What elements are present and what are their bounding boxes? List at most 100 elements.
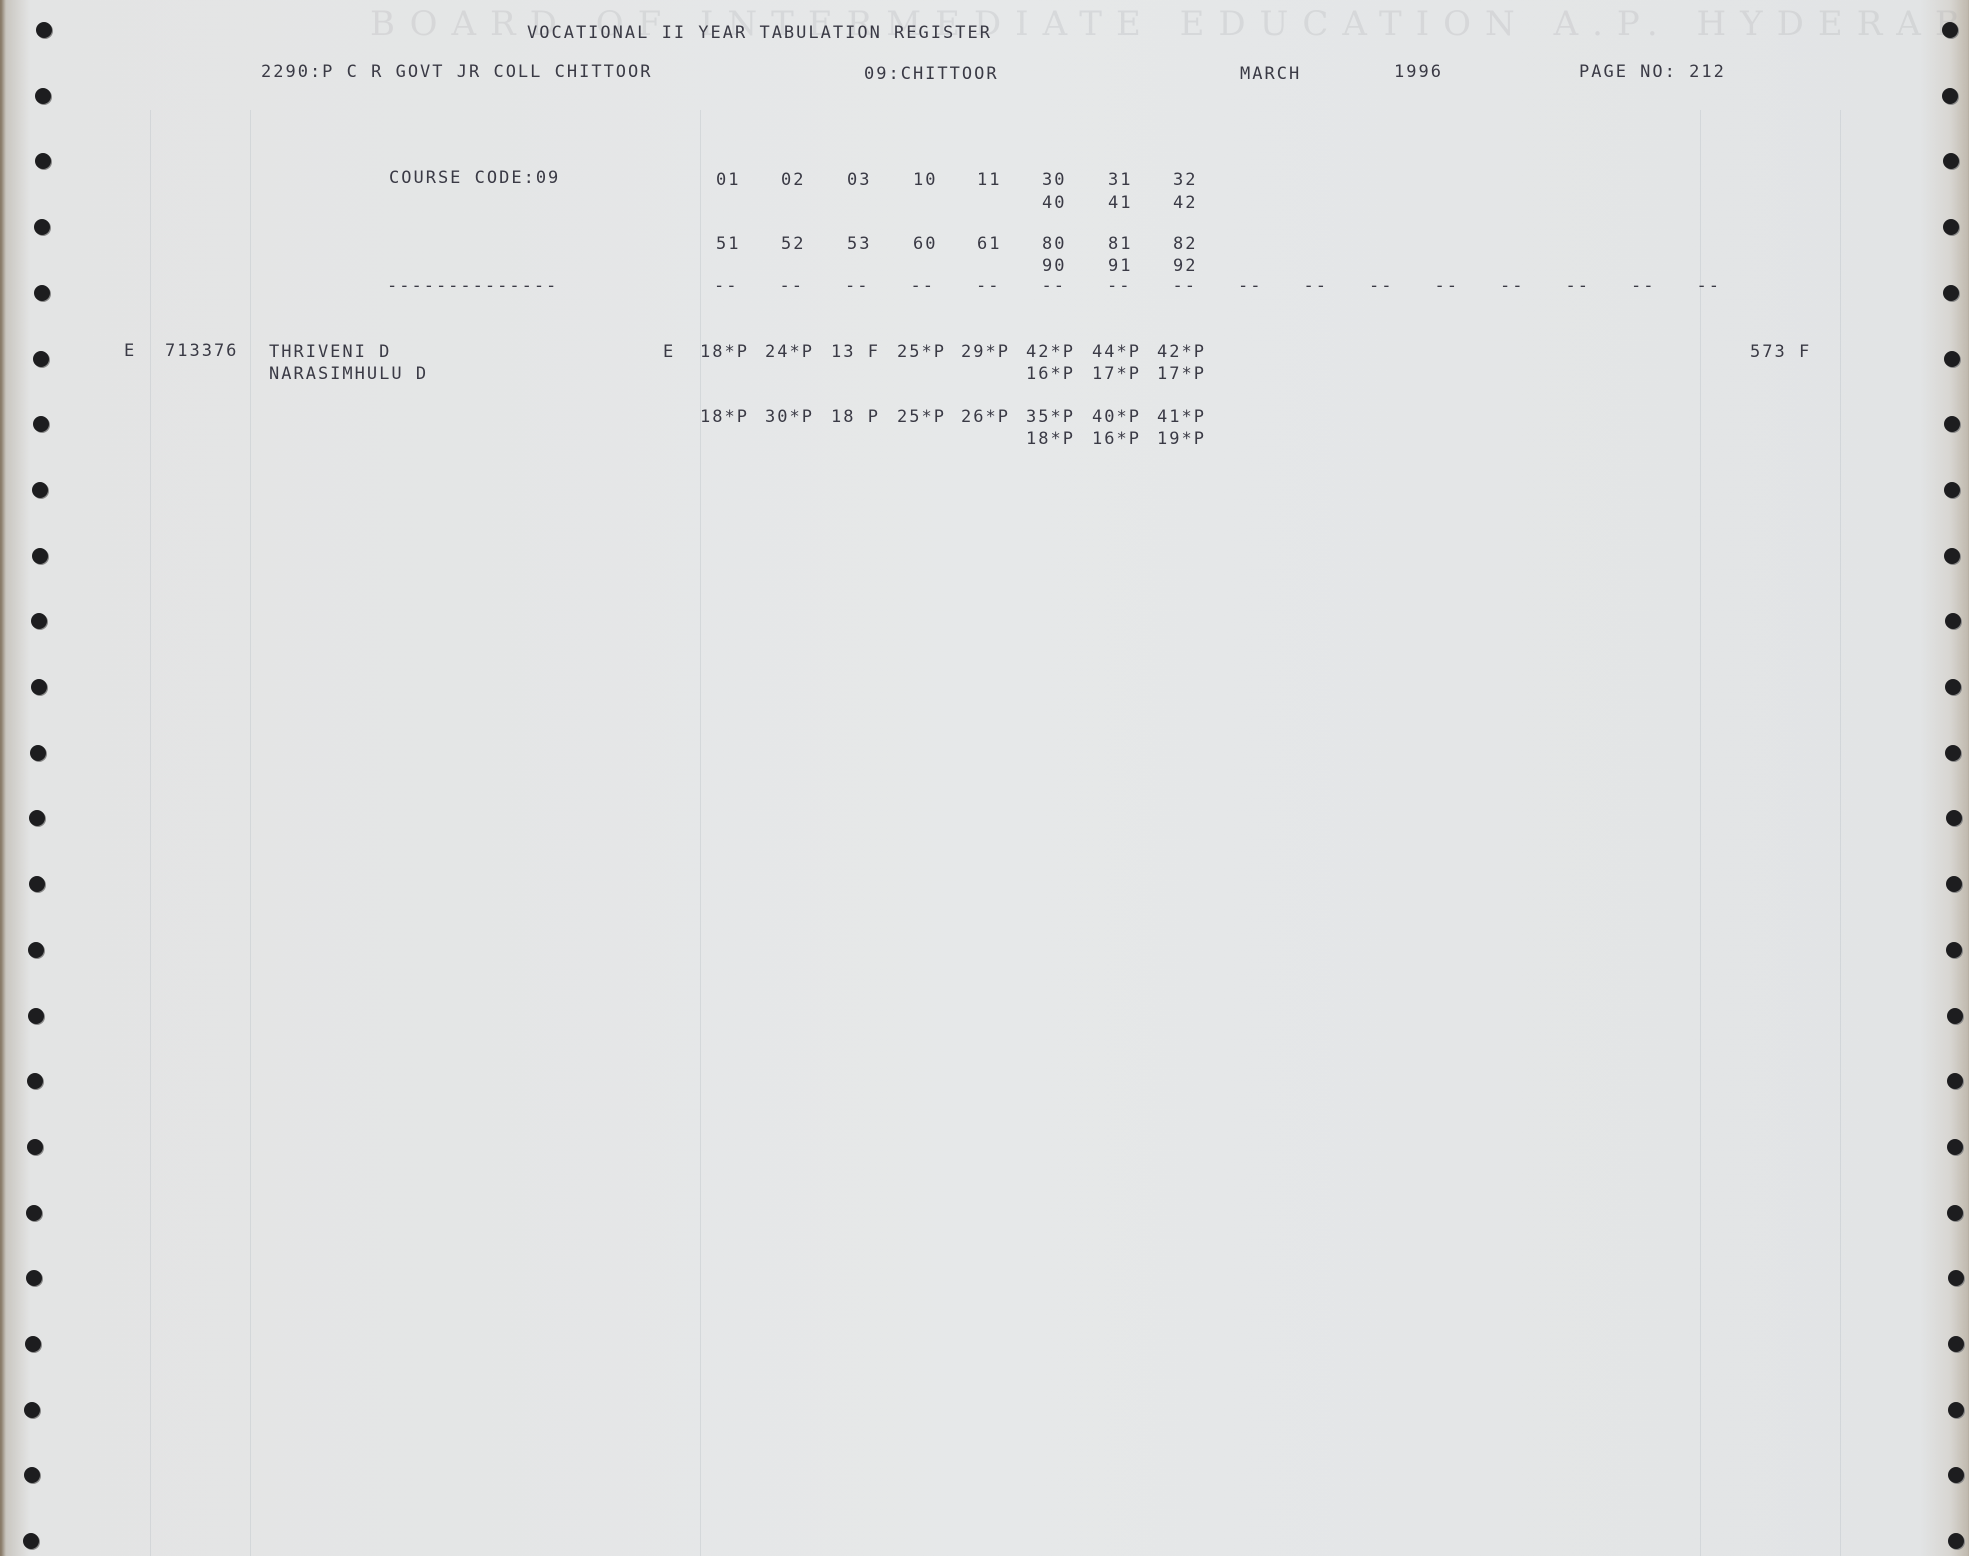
mark-cell: 17*P	[1157, 364, 1206, 384]
mark-cell: 18*P	[1026, 429, 1075, 449]
feed-hole	[1947, 1138, 1964, 1155]
feed-hole	[1948, 1401, 1964, 1418]
feed-hole	[26, 1138, 43, 1155]
feed-hole	[33, 284, 50, 301]
mark-cell: 41*P	[1157, 407, 1206, 427]
feed-hole	[27, 1073, 44, 1090]
subject-code: 81	[1108, 234, 1133, 254]
mark-cell: 25*P	[897, 342, 946, 362]
feed-hole	[1946, 941, 1963, 958]
exam-month: MARCH	[1240, 64, 1302, 84]
mark-cell: 18 P	[831, 407, 880, 427]
feed-hole	[1942, 219, 1959, 236]
feed-hole	[28, 941, 45, 958]
feed-hole	[1943, 416, 1960, 433]
subject-code: 92	[1173, 256, 1198, 276]
column-dash: --	[910, 276, 935, 296]
mark-cell: 18*P	[700, 342, 749, 362]
roll-number: 713376	[165, 341, 239, 361]
subject-code: 11	[977, 170, 1002, 190]
subject-code: 40	[1042, 193, 1067, 213]
feed-hole	[1943, 350, 1960, 367]
course-underline: --------------	[387, 276, 559, 296]
feed-hole	[33, 350, 50, 367]
mark-cell: 18*P	[700, 407, 749, 427]
feed-hole	[26, 1204, 43, 1221]
mark-cell: 26*P	[961, 407, 1010, 427]
feed-hole	[31, 547, 48, 564]
column-dash: --	[1041, 276, 1066, 296]
feed-hole	[1944, 481, 1961, 498]
feed-hole	[1942, 22, 1958, 38]
subject-code: 31	[1108, 170, 1133, 190]
mark-cell: 35*P	[1026, 407, 1075, 427]
feed-hole	[1948, 1467, 1964, 1484]
column-dash: --	[714, 276, 739, 296]
feed-hole	[25, 1336, 41, 1352]
feed-hole	[36, 22, 52, 38]
mark-cell: 17*P	[1092, 364, 1141, 384]
register-title: VOCATIONAL II YEAR TABULATION REGISTER	[527, 23, 992, 43]
feed-hole	[1946, 1073, 1963, 1090]
guide-line	[1840, 110, 1841, 1556]
subject-code: 90	[1042, 256, 1067, 276]
subject-code: 60	[913, 234, 938, 254]
mark-cell: 30*P	[765, 407, 814, 427]
mark-cell: 16*P	[1026, 364, 1075, 384]
feed-hole	[1942, 153, 1959, 170]
subject-code: 02	[781, 170, 806, 190]
subject-code: 80	[1042, 234, 1067, 254]
subject-code: 53	[847, 234, 872, 254]
guide-line	[250, 110, 251, 1556]
grand-total: 573 F	[1750, 342, 1812, 362]
column-dash: --	[1238, 276, 1263, 296]
feed-hole	[34, 153, 51, 170]
mark-cell: 24*P	[765, 342, 814, 362]
column-dash: --	[1565, 276, 1590, 296]
feed-hole	[1945, 810, 1962, 827]
feed-hole	[1948, 1336, 1964, 1352]
feed-hole	[29, 744, 46, 761]
subject-code: 03	[847, 170, 872, 190]
mark-cell: 16*P	[1092, 429, 1141, 449]
subject-code: 32	[1173, 170, 1198, 190]
feed-hole	[1946, 1007, 1963, 1024]
subject-code: 30	[1042, 170, 1067, 190]
feed-hole	[28, 876, 45, 893]
father-name: NARASIMHULU D	[269, 364, 429, 384]
feed-hole	[27, 1007, 44, 1024]
mark-cell: 42*P	[1026, 342, 1075, 362]
feed-hole	[1947, 1270, 1964, 1287]
feed-hole	[35, 87, 52, 104]
mark-cell: 44*P	[1092, 342, 1141, 362]
feed-hole	[24, 1401, 41, 1418]
column-dash: --	[779, 276, 804, 296]
mark-cell: 25*P	[897, 407, 946, 427]
feed-hole	[23, 1467, 40, 1484]
mark-cell: 19*P	[1157, 429, 1206, 449]
student-name: THRIVENI D	[269, 342, 392, 362]
guide-line	[700, 110, 701, 1556]
student-flag: E	[124, 341, 137, 361]
guide-line	[150, 110, 151, 1556]
course-code: COURSE CODE:09	[389, 168, 561, 188]
feed-hole	[34, 219, 51, 236]
column-dash: --	[1303, 276, 1328, 296]
page-number: PAGE NO: 212	[1579, 62, 1726, 82]
subject-code: 61	[977, 234, 1002, 254]
medium: E	[663, 342, 676, 362]
feed-hole	[1943, 284, 1960, 301]
subject-code: 52	[781, 234, 806, 254]
district: 09:CHITTOOR	[864, 64, 999, 84]
feed-hole	[30, 679, 47, 695]
column-dash: --	[845, 276, 870, 296]
column-dash: --	[976, 276, 1001, 296]
feed-hole	[32, 481, 49, 498]
subject-code: 51	[716, 234, 741, 254]
subject-code: 91	[1108, 256, 1133, 276]
mark-cell: 40*P	[1092, 407, 1141, 427]
feed-hole	[1942, 87, 1959, 104]
mark-cell: 42*P	[1157, 342, 1206, 362]
subject-code: 42	[1173, 193, 1198, 213]
feed-hole	[29, 810, 46, 827]
